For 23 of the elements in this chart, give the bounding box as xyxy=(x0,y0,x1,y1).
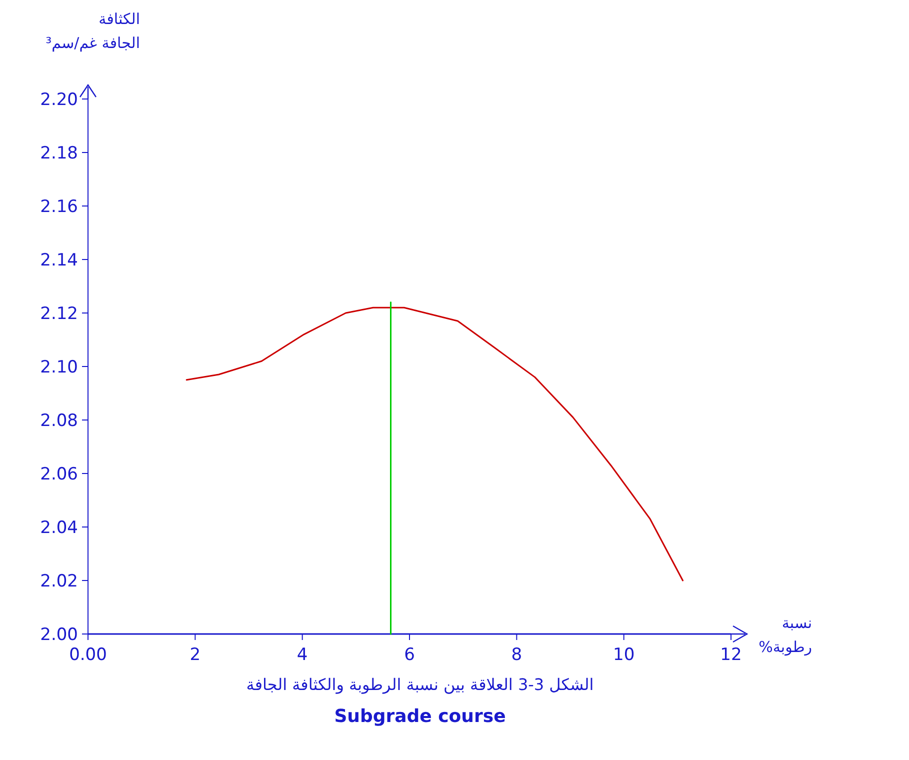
y-tick-label: 2.10 xyxy=(40,358,78,378)
x-tick-label: 10 xyxy=(613,645,635,665)
x-tick-label: 4 xyxy=(296,645,308,665)
y-tick-label: 2.20 xyxy=(40,90,78,110)
y-tick-label: 2.06 xyxy=(40,464,78,484)
x-tick-label: 6 xyxy=(404,645,415,665)
y-tick-label: 2.00 xyxy=(40,625,78,645)
y-tick-label: 2.16 xyxy=(40,197,78,217)
y-tick-label: 2.12 xyxy=(40,304,78,324)
y-tick-label: 2.02 xyxy=(40,572,78,592)
x-axis-title: نسبة رطوبة% xyxy=(758,614,812,656)
y-tick-label: 2.08 xyxy=(40,411,78,431)
text: الشكل 3-3 العلاقة بين نسبة الرطوبة والكثافة الجافة xyxy=(246,675,594,694)
x-tick-label: 12 xyxy=(720,645,742,665)
y-axis-title: الكثافة الجافة غم/سم³ xyxy=(46,10,140,52)
x-tick-label: 2 xyxy=(190,645,201,665)
y-tick-label: 2.18 xyxy=(40,144,78,164)
x-tick-label: 8 xyxy=(511,645,522,665)
x-tick-label: 0.00 xyxy=(69,645,107,665)
text: Subgrade course xyxy=(334,706,506,727)
y-tick-label: 2.04 xyxy=(40,518,78,538)
y-tick-label: 2.14 xyxy=(40,250,78,270)
line-series xyxy=(186,306,684,582)
